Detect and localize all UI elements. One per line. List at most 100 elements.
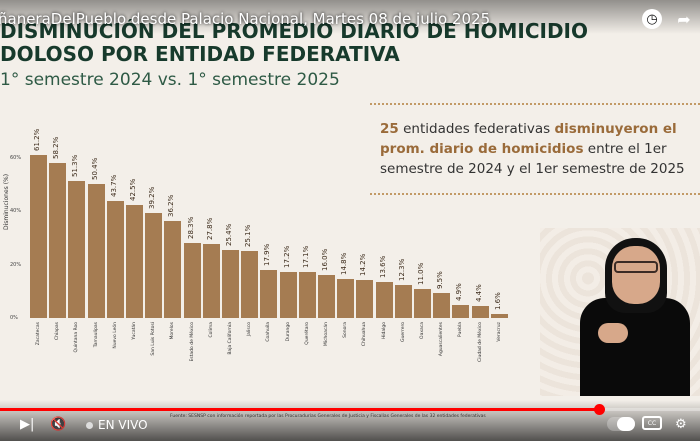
data-label: 50.4%: [90, 157, 99, 180]
bar-quintana-roo: [68, 181, 86, 318]
x-tick-label: Quintana Roo: [74, 322, 80, 353]
progress-scrubber[interactable]: [593, 404, 605, 415]
data-label: 1.6%: [493, 291, 502, 310]
slide-title-line1: DISMINUCIÓN DEL PROMEDIO DIARIO DE HOMIC…: [0, 20, 588, 42]
info-count: 25: [380, 121, 399, 137]
data-label: 61.2%: [33, 128, 41, 151]
x-tick-label: Veracruz: [496, 322, 502, 342]
cc-icon[interactable]: CC: [642, 416, 662, 430]
x-tick-label: Durango: [285, 322, 291, 342]
bar-sonora: [337, 278, 355, 318]
x-tick-label: Chihuahua: [362, 322, 368, 347]
data-label: 16.0%: [321, 249, 329, 272]
data-label: 58.2%: [52, 136, 61, 159]
settings-icon[interactable]: ⚙: [675, 417, 687, 432]
bar-hidalgo: [375, 281, 393, 318]
x-tick-label: San Luis Potosí: [151, 322, 157, 356]
data-label: 17.1%: [301, 246, 310, 269]
bar-oaxaca: [414, 288, 431, 318]
progress-bar[interactable]: [0, 404, 700, 415]
data-label: 25.4%: [225, 224, 233, 247]
data-label: 4.9%: [455, 283, 464, 301]
bar-aguascalientes: [433, 292, 451, 318]
y-tick: 40%: [10, 208, 22, 215]
skip-icon[interactable]: ▶|: [20, 417, 35, 432]
x-tick-label: Jalisco: [247, 322, 253, 337]
x-tick-label: Guerrero: [400, 322, 406, 342]
bar-tamaulipas: [87, 183, 105, 318]
slide-title-line2: DOLOSO POR ENTIDAD FEDERATIVA: [0, 42, 400, 66]
data-label: 27.8%: [205, 217, 214, 240]
data-label: 43.7%: [109, 175, 118, 198]
bar-coahuila: [260, 270, 278, 318]
video-title[interactable]: ñaneraDelPueblo desde Palacio Nacional, …: [0, 10, 491, 28]
data-label: 9.5%: [436, 270, 445, 289]
bar-san-luis-potosí: [145, 213, 163, 318]
data-label: 36.2%: [167, 195, 176, 218]
live-dot: [86, 421, 93, 429]
x-tick-label: Yucatán: [132, 322, 137, 340]
divider: [370, 103, 700, 105]
x-tick-label: Puebla: [458, 322, 464, 338]
bar-guerrero: [394, 285, 412, 318]
bar-puebla: [452, 304, 470, 318]
bar-baja-california: [222, 250, 239, 318]
data-label: 14.8%: [340, 252, 349, 275]
live-label: EN VIVO: [98, 418, 148, 432]
bar-jalisco: [241, 251, 259, 318]
x-tick-label: Aguascalientes: [439, 322, 445, 357]
bar-chiapas: [49, 162, 67, 318]
mute-icon[interactable]: 🔇: [50, 417, 67, 432]
top-icons: ◷ ➦: [642, 9, 694, 29]
info-text: 25 entidades federativas disminuyeron el…: [380, 119, 700, 179]
data-label: 14.2%: [359, 253, 368, 277]
x-tick-label: Estado de México: [189, 322, 195, 362]
x-tick-label: Zacatecas: [36, 322, 41, 346]
bar-yucatán: [126, 204, 143, 318]
info-highlight: disminuyeron el prom. diario de homicidi…: [380, 121, 677, 157]
bar-querétaro: [298, 272, 316, 318]
autoplay-toggle[interactable]: [607, 417, 635, 431]
data-label: 11.0%: [417, 262, 425, 285]
x-tick-label: Tamaulipas: [93, 322, 99, 348]
x-tick-label: Sonora: [343, 322, 349, 338]
y-tick: 0%: [10, 315, 18, 321]
bar-durango: [279, 272, 297, 318]
data-label: 42.5%: [129, 178, 137, 201]
x-tick-label: Oaxaca: [420, 322, 425, 339]
x-tick-label: Baja California: [228, 322, 233, 355]
x-tick-label: Querétaro: [304, 322, 310, 345]
data-label: 13.6%: [378, 255, 387, 278]
clock-icon[interactable]: ◷: [642, 9, 662, 29]
bar-morelos: [164, 221, 182, 318]
video-top-overlay: [0, 0, 700, 34]
bar-ciudad-de-méxico: [471, 306, 489, 318]
x-tick-label: Hidalgo: [381, 322, 387, 340]
divider: [370, 193, 700, 195]
bar-nuevo-león: [106, 201, 124, 318]
x-tick-label: Coahuila: [266, 322, 272, 342]
controls-bar: [0, 400, 700, 441]
share-icon[interactable]: ➦: [677, 9, 691, 29]
data-label: 28.3%: [186, 216, 195, 239]
data-label: 17.2%: [282, 245, 291, 269]
bar-veracruz: [490, 313, 508, 318]
data-label: 17.9%: [263, 244, 272, 267]
bar-estado-de-méxico: [183, 242, 201, 318]
progress-played: [0, 408, 600, 411]
x-tick-label: Chiapas: [55, 322, 61, 340]
info-rest: entre el 1er semestre de 2024 y el 1er s…: [380, 141, 685, 177]
live-indicator[interactable]: EN VIVO: [86, 418, 148, 432]
x-tick-label: Nuevo León: [112, 322, 118, 349]
slide-subtitle: 1° semestre 2024 vs. 1° semestre 2025: [0, 70, 340, 90]
x-tick-label: Morelos: [170, 322, 176, 340]
x-tick-label: Colima: [208, 322, 214, 338]
y-axis-label: Disminuciones (%): [3, 173, 10, 230]
data-label: 12.3%: [397, 258, 406, 282]
x-tick-label: Michoacán: [324, 322, 329, 347]
data-label: 25.1%: [244, 224, 253, 248]
bar-colima: [202, 243, 220, 318]
y-tick: 60%: [10, 155, 22, 161]
bar-michoacán: [318, 275, 335, 318]
